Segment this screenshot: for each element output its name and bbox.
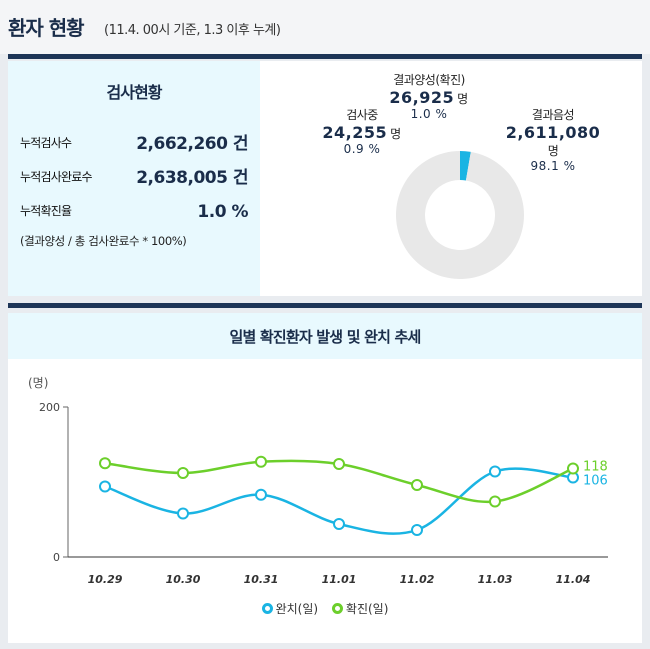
series-end-label: 118 [583, 460, 608, 475]
stat-value: 2,638,005 건 [136, 168, 248, 188]
chart-title: 일별 확진환자 발생 및 완치 추세 [229, 328, 421, 346]
donut-slice-positive[interactable] [460, 151, 471, 181]
y-axis-label: (명) [28, 376, 48, 390]
test-summary-title: 검사현황 [106, 83, 163, 102]
data-point[interactable] [255, 455, 267, 468]
data-point[interactable] [333, 458, 345, 470]
x-tick-label: 11.03 [478, 573, 513, 586]
donut-slice-negative[interactable] [395, 151, 524, 279]
stat-label: 누적확진율 [20, 204, 72, 218]
donut-label-negative: 결과음성 2,611,080 명 98.1 % [498, 106, 608, 173]
legend-marker-icon [331, 603, 343, 614]
data-point[interactable] [177, 467, 189, 479]
donut-label-count: 24,255 명 [312, 123, 412, 142]
data-point[interactable] [255, 488, 267, 501]
donut-label-percent: 98.1 % [530, 159, 576, 173]
y-tick-label: 0 [53, 551, 60, 564]
data-point[interactable] [99, 457, 111, 470]
daily-trend-line-chart: (명) 0 200 10.29 10.30 10.31 11.01 11.02 11.03 11.… [28, 376, 608, 586]
x-tick-label: 11.04 [556, 573, 591, 586]
legend-item-recovered[interactable]: 완치(일) [261, 600, 319, 617]
test-summary-box: 검사현황 누적검사수 2,662,260 건 누적검사완료수 2,638,005… [8, 61, 260, 296]
data-point[interactable] [567, 462, 579, 475]
series-end-label: 106 [583, 474, 608, 489]
donut-count-value: 24,255 [322, 123, 388, 142]
data-point[interactable] [489, 465, 501, 478]
data-point[interactable] [99, 480, 111, 493]
stat-row-positive-rate: 누적확진율 1.0 % [20, 195, 248, 223]
section-divider [8, 303, 642, 308]
x-tick-label: 11.02 [400, 573, 435, 586]
donut-label-percent: 0.9 % [343, 142, 381, 156]
stat-row-completed-tests: 누적검사완료수 2,638,005 건 [20, 161, 248, 189]
positive-rate-formula: (결과양성 / 총 검사완료수 * 100%) [20, 234, 187, 248]
page-title: 환자 현황 [8, 16, 85, 40]
x-tick-label: 10.31 [244, 573, 279, 586]
donut-label-unit: 명 [547, 144, 559, 158]
data-point[interactable] [411, 479, 423, 491]
x-tick-label: 11.01 [322, 573, 357, 586]
donut-label-category: 결과음성 [531, 108, 575, 122]
legend-marker-icon [261, 603, 273, 614]
test-status-panel: 검사현황 누적검사수 2,662,260 건 누적검사완료수 2,638,005… [8, 61, 642, 296]
donut-label-category: 결과양성(확진) [393, 73, 465, 87]
stat-label: 누적검사완료수 [20, 170, 92, 184]
page-subtitle: (11.4. 00시 기준, 1.3 이후 누계) [104, 23, 281, 38]
donut-count-value: 26,925 [389, 88, 455, 107]
y-tick-label: 200 [39, 401, 60, 414]
stat-value: 2,662,260 건 [136, 134, 248, 154]
data-point[interactable] [333, 518, 345, 530]
data-point[interactable] [411, 524, 423, 536]
donut-label-count: 26,925 명 [364, 88, 494, 107]
chart-legend: 완치(일) 확진(일) [8, 600, 642, 617]
stat-value: 1.0 % [197, 202, 248, 222]
test-result-donut [395, 151, 524, 279]
chart-header: 일별 확진환자 발생 및 완치 추세 [8, 313, 642, 359]
data-point[interactable] [489, 495, 501, 508]
stat-row-total-tests: 누적검사수 2,662,260 건 [20, 127, 248, 155]
donut-label-count: 2,611,080 [505, 123, 601, 142]
page-header: 환자 현황 (11.4. 00시 기준, 1.3 이후 누계) [0, 0, 650, 54]
x-tick-label: 10.29 [88, 573, 123, 586]
stat-label: 누적검사수 [20, 136, 72, 150]
donut-label-pending: 검사중 24,255 명 0.9 % [312, 106, 412, 156]
header-divider [8, 54, 642, 59]
legend-label: 완치(일) [275, 602, 319, 616]
donut-label-category: 검사중 [346, 108, 378, 122]
legend-item-confirmed[interactable]: 확진(일) [331, 600, 389, 617]
donut-count-unit: 명 [390, 127, 402, 141]
daily-trend-panel: 일별 확진환자 발생 및 완치 추세 (명) 0 200 10.29 10.30 10.3… [8, 313, 642, 643]
data-point[interactable] [177, 507, 189, 520]
donut-label-positive: 결과양성(확진) 26,925 명 1.0 % [364, 71, 494, 121]
donut-count-unit: 명 [457, 92, 469, 106]
test-result-donut-area: 결과양성(확진) 26,925 명 1.0 % 검사중 24,255 명 0.9 %… [260, 61, 642, 296]
donut-label-percent: 1.0 % [410, 107, 448, 121]
x-tick-label: 10.30 [166, 573, 201, 586]
legend-label: 확진(일) [345, 602, 389, 616]
